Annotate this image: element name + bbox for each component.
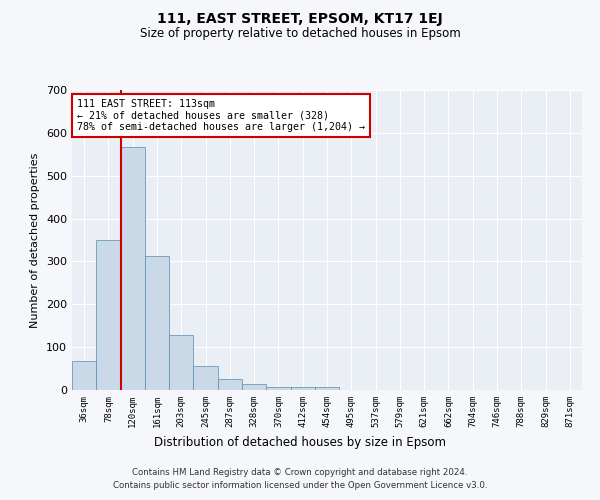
Bar xyxy=(193,366,218,390)
Bar xyxy=(96,240,121,390)
Text: Distribution of detached houses by size in Epsom: Distribution of detached houses by size … xyxy=(154,436,446,449)
Text: 111, EAST STREET, EPSOM, KT17 1EJ: 111, EAST STREET, EPSOM, KT17 1EJ xyxy=(157,12,443,26)
Bar xyxy=(145,256,169,390)
Bar xyxy=(290,386,315,390)
Bar xyxy=(315,386,339,390)
Bar xyxy=(121,146,145,390)
Text: 111 EAST STREET: 113sqm
← 21% of detached houses are smaller (328)
78% of semi-d: 111 EAST STREET: 113sqm ← 21% of detache… xyxy=(77,99,365,132)
Bar xyxy=(242,384,266,390)
Bar xyxy=(72,361,96,390)
Text: Contains public sector information licensed under the Open Government Licence v3: Contains public sector information licen… xyxy=(113,480,487,490)
Text: Size of property relative to detached houses in Epsom: Size of property relative to detached ho… xyxy=(140,28,460,40)
Text: Contains HM Land Registry data © Crown copyright and database right 2024.: Contains HM Land Registry data © Crown c… xyxy=(132,468,468,477)
Y-axis label: Number of detached properties: Number of detached properties xyxy=(31,152,40,328)
Bar xyxy=(266,388,290,390)
Bar xyxy=(218,380,242,390)
Bar xyxy=(169,335,193,390)
